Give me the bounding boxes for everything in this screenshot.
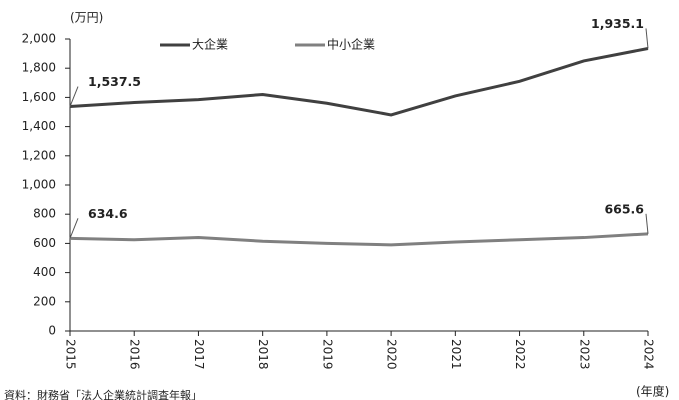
x-tick-label: 2017 [192, 339, 206, 370]
y-tick-label: 2,000 [22, 32, 56, 46]
x-tick-label: 2019 [320, 339, 334, 370]
x-tick-label: 2015 [64, 339, 78, 370]
x-tick-label: 2023 [577, 339, 591, 370]
leader-line [645, 28, 649, 49]
x-tick-label: 2024 [642, 339, 656, 370]
y-tick-label: 800 [33, 207, 56, 221]
leader-line [69, 86, 79, 107]
y-tick-label: 1,000 [22, 178, 56, 192]
data-label: 1,537.5 [88, 74, 141, 89]
x-unit-label: (年度) [636, 384, 669, 399]
y-tick-label: 1,400 [22, 119, 56, 133]
x-tick-label: 2022 [513, 339, 527, 370]
y-tick-label: 400 [33, 265, 56, 279]
y-unit-label: (万円) [70, 11, 103, 25]
source-note: 資料：財務省「法人企業統計調査年報」 [4, 388, 202, 400]
data-label: 634.6 [88, 206, 128, 221]
series-line [69, 47, 649, 117]
leader-line [69, 218, 79, 239]
x-tick-label: 2016 [128, 339, 142, 370]
data-label: 1,935.1 [591, 16, 644, 31]
leader-line [645, 213, 649, 234]
y-tick-label: 0 [48, 324, 56, 338]
data-label: 665.6 [604, 201, 644, 216]
legend-label: 中小企業 [327, 37, 375, 52]
y-tick-label: 600 [33, 236, 56, 250]
series-line [69, 232, 649, 247]
x-tick-label: 2018 [256, 339, 270, 370]
y-tick-label: 1,200 [22, 148, 56, 162]
y-tick-label: 200 [33, 294, 56, 308]
y-tick-label: 1,600 [22, 90, 56, 104]
x-tick-label: 2020 [385, 339, 399, 370]
legend-label: 大企業 [192, 37, 228, 52]
x-tick-label: 2021 [449, 339, 463, 370]
y-tick-label: 1,800 [22, 61, 56, 75]
